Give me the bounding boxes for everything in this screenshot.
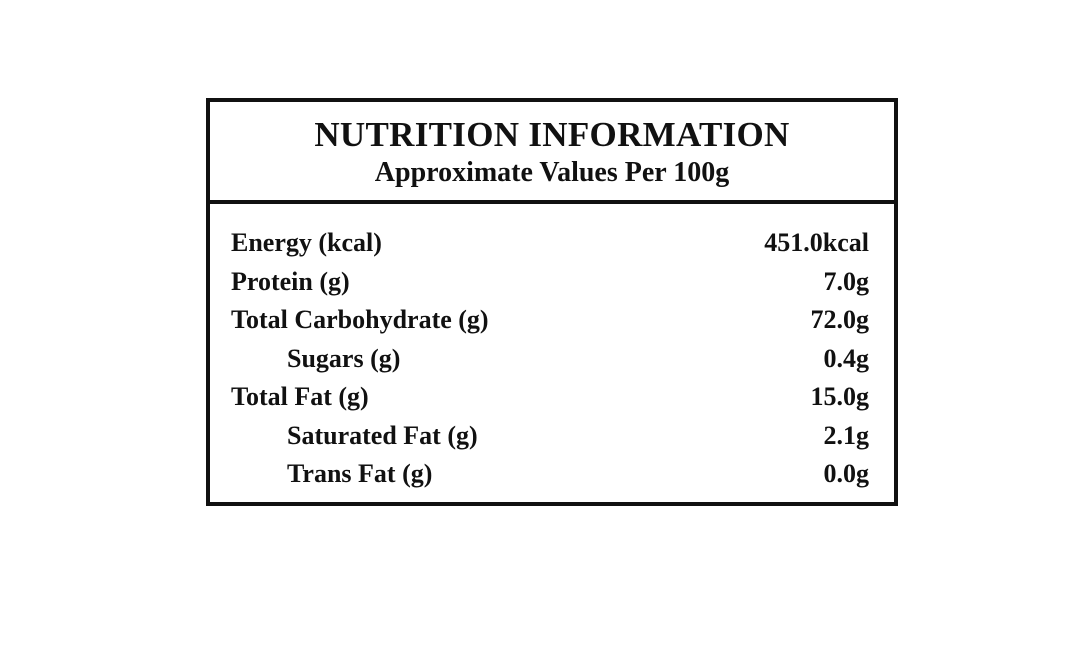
nutrient-row-protein: Protein (g) 7.0g [231, 263, 869, 302]
nutrition-header: NUTRITION INFORMATION Approximate Values… [210, 102, 894, 204]
nutrient-label: Saturated Fat (g) [287, 420, 478, 450]
nutrient-value: 0.0g [823, 459, 870, 488]
nutrient-label: Total Fat (g) [231, 382, 369, 411]
nutrient-label: Sugars (g) [287, 343, 401, 373]
nutrient-row-saturated-fat: Saturated Fat (g) 2.1g [231, 417, 869, 456]
nutrient-value: 451.0kcal [764, 228, 869, 257]
nutrition-title: NUTRITION INFORMATION [314, 115, 790, 154]
nutrient-value: 0.4g [823, 343, 870, 373]
nutrient-label: Trans Fat (g) [287, 459, 433, 488]
nutrient-row-total-carbohydrate: Total Carbohydrate (g) 72.0g [231, 301, 869, 340]
nutrient-row-total-fat: Total Fat (g) 15.0g [231, 378, 869, 417]
nutrient-row-sugars: Sugars (g) 0.4g [231, 340, 869, 379]
nutrient-label: Protein (g) [231, 266, 350, 296]
nutrition-panel: NUTRITION INFORMATION Approximate Values… [206, 98, 898, 506]
nutrient-label: Energy (kcal) [231, 228, 382, 257]
nutrient-row-trans-fat: Trans Fat (g) 0.0g [231, 455, 869, 494]
nutrient-list: Energy (kcal) 451.0kcal Protein (g) 7.0g… [210, 204, 894, 494]
nutrient-row-energy: Energy (kcal) 451.0kcal [231, 224, 869, 263]
nutrition-subtitle: Approximate Values Per 100g [374, 157, 730, 188]
nutrient-value: 7.0g [823, 266, 870, 296]
nutrient-label: Total Carbohydrate (g) [231, 305, 489, 334]
nutrient-value: 2.1g [823, 420, 870, 450]
nutrient-value: 72.0g [810, 305, 870, 334]
nutrient-value: 15.0g [810, 382, 870, 411]
